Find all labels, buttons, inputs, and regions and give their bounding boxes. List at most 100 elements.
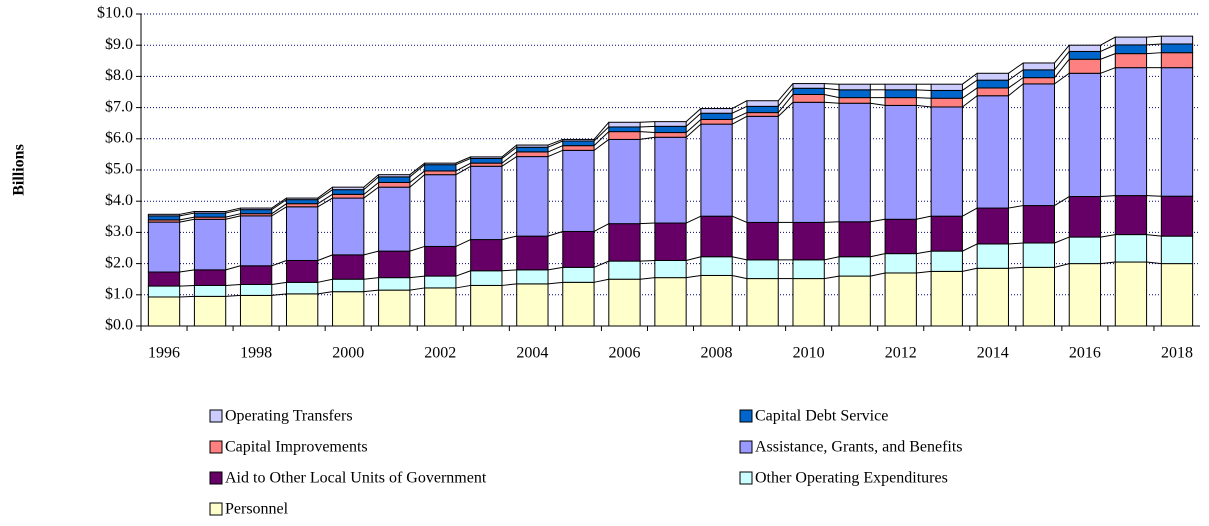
bar-segment [1160, 43, 1194, 54]
legend-label: Personnel [225, 501, 289, 518]
series-line [409, 287, 425, 291]
bar-segment [378, 250, 411, 279]
bar-segment [654, 259, 687, 279]
bar-segment [884, 104, 917, 220]
series-line [179, 218, 195, 223]
bar-segment [930, 250, 963, 272]
bar-segment [285, 293, 319, 327]
bar-segment [792, 221, 825, 261]
series-line [732, 215, 748, 223]
bar-segment [792, 278, 825, 327]
bar-segment [884, 218, 917, 255]
series-line [317, 278, 333, 283]
bar-segment [1160, 35, 1194, 45]
bar-segment [746, 105, 779, 114]
series-line [363, 174, 379, 188]
series-line [1054, 236, 1070, 244]
series-line [501, 151, 518, 164]
bar-segment [332, 193, 365, 199]
series-line [317, 254, 333, 261]
series-line [547, 149, 563, 158]
bar-segment [976, 243, 1009, 269]
y-tick-label: $1.0 [105, 285, 133, 302]
bar-segment [608, 121, 641, 128]
bar-segment [792, 83, 825, 89]
bar-segment [792, 87, 825, 95]
series-line [455, 156, 471, 164]
bar-segment [516, 283, 549, 327]
bar-segment [884, 97, 917, 106]
series-line [271, 197, 287, 209]
bar-segment [1160, 195, 1194, 237]
series-line [225, 209, 241, 214]
series-line [640, 277, 655, 280]
series-line [317, 197, 333, 208]
bar-segment [976, 79, 1009, 89]
bar-segment [654, 222, 687, 261]
series-line [731, 112, 748, 120]
legend-swatch [209, 409, 223, 423]
series-line [1008, 266, 1024, 269]
series-line [363, 250, 379, 256]
series-line [593, 121, 610, 140]
bar-segment [193, 284, 227, 297]
bar-segment [378, 186, 411, 252]
bar-segment [285, 259, 319, 283]
series-line [777, 87, 794, 107]
series-line [501, 144, 518, 158]
series-line [363, 182, 379, 195]
bar-segment [930, 215, 963, 252]
bar-segment [562, 145, 595, 151]
series-line [962, 207, 978, 217]
x-tick-label: 2014 [977, 345, 1009, 362]
series-line [547, 138, 563, 146]
series-line [731, 100, 748, 109]
x-tick-label: 2016 [1069, 345, 1101, 362]
series-line [962, 267, 978, 272]
series-line [640, 136, 655, 140]
bar-segment [608, 223, 641, 262]
series-line [501, 269, 517, 272]
series-line [640, 131, 655, 134]
series-line [271, 199, 287, 211]
bar-segment [930, 270, 963, 327]
series-line [455, 270, 471, 277]
series-line [1100, 53, 1116, 60]
bar-segment [654, 121, 687, 127]
series-line [593, 139, 610, 151]
bar-segment [193, 295, 227, 327]
bar-segment [884, 253, 917, 274]
bar-segment [562, 149, 595, 232]
bar-segment [470, 156, 503, 159]
legend-swatch [739, 471, 753, 485]
series-line [317, 193, 333, 205]
bar-segment [516, 144, 549, 148]
series-line [363, 186, 379, 199]
bar-segment [239, 207, 273, 211]
series-line [409, 174, 425, 188]
series-line [824, 275, 840, 280]
series-line [685, 112, 702, 127]
y-tick-label: $9.0 [105, 36, 133, 53]
series-line [225, 294, 241, 297]
legend-swatch [209, 440, 223, 454]
x-tick-label: 2006 [608, 345, 640, 362]
series-line [1100, 67, 1116, 74]
series-line [1008, 205, 1024, 209]
series-line [916, 270, 932, 274]
bar-segment [1114, 67, 1148, 197]
bar-segment [424, 275, 457, 289]
series-line [870, 272, 886, 277]
series-line [916, 215, 932, 220]
series-line [824, 221, 840, 223]
series-line [916, 97, 932, 99]
bar-segment [930, 83, 963, 91]
bar-segment [976, 207, 1009, 245]
series-line [179, 284, 195, 287]
y-tick-label: $4.0 [105, 192, 133, 209]
legend-label: Aid to Other Local Units of Government [225, 470, 487, 487]
bar-segment [424, 287, 457, 327]
series-line [593, 223, 610, 232]
series-line [640, 125, 655, 128]
series-line [501, 156, 517, 167]
